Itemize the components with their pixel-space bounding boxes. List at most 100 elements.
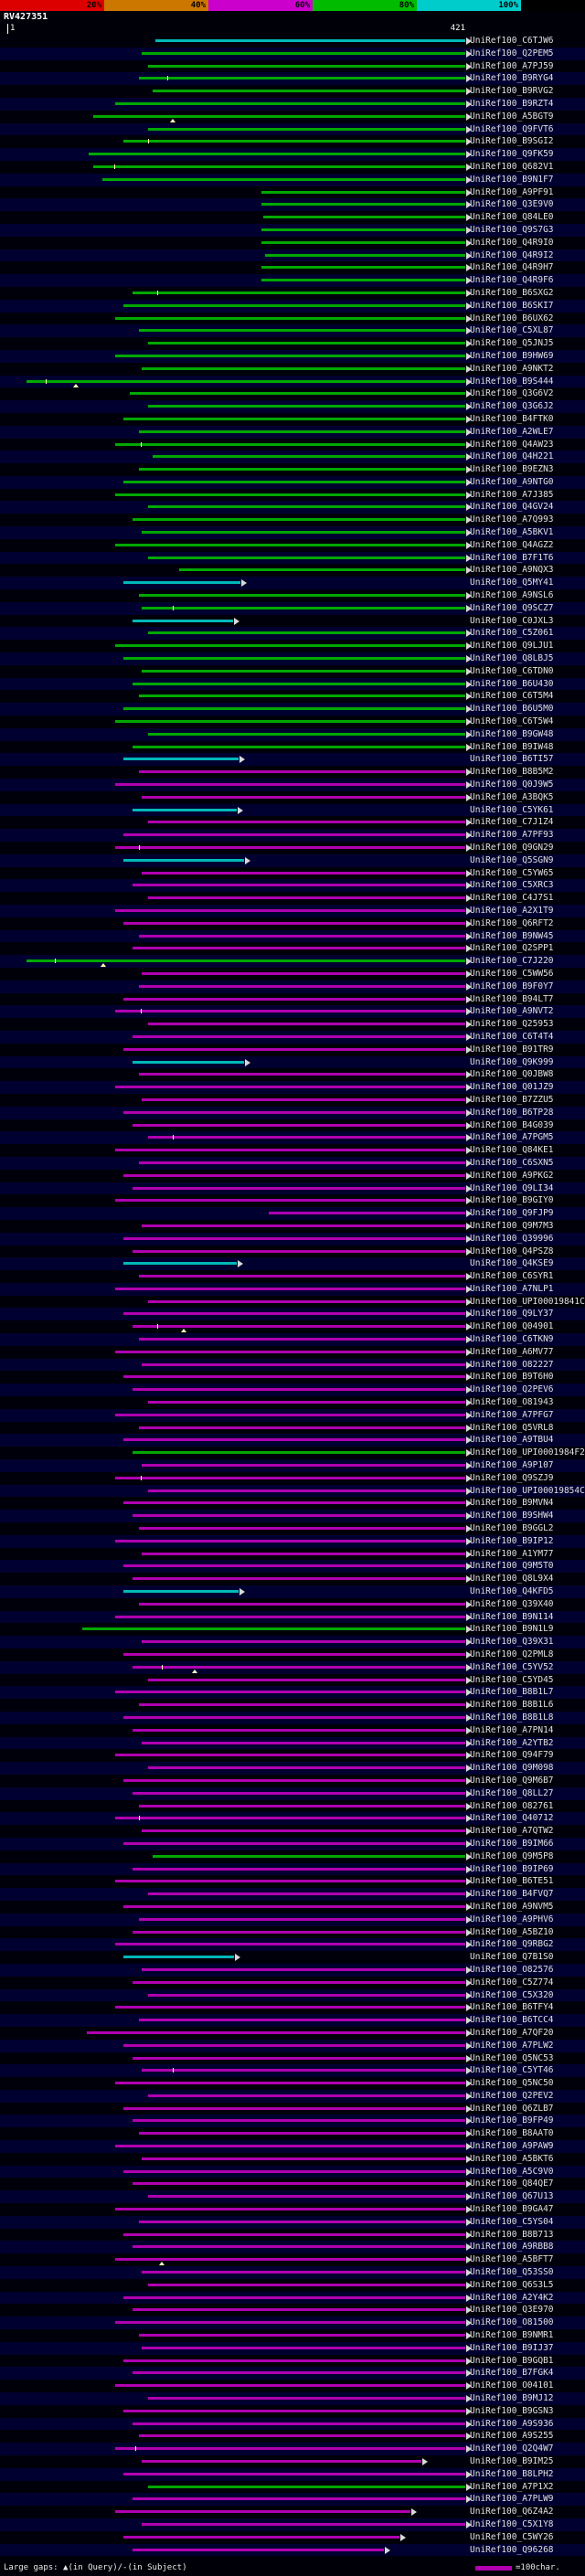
alignment-bar[interactable] xyxy=(114,354,465,357)
hit-row[interactable]: UniRef100_Q4R9I0 xyxy=(0,236,585,249)
hit-label[interactable]: UniRef100_Q84KE1 xyxy=(470,1145,554,1156)
hit-row[interactable]: UniRef100_B9GSN3 xyxy=(0,2404,585,2418)
alignment-bar[interactable] xyxy=(142,51,465,55)
hit-row[interactable]: UniRef100_C5YT46 xyxy=(0,2064,585,2078)
hit-label[interactable]: UniRef100_A5BFT7 xyxy=(470,2254,554,2265)
hit-label[interactable]: UniRef100_B6TP28 xyxy=(470,1107,554,1118)
hit-row[interactable]: UniRef100_C6T5W4 xyxy=(0,716,585,728)
hit-label[interactable]: UniRef100_A7J385 xyxy=(470,489,554,500)
hit-label[interactable]: UniRef100_A9NSL6 xyxy=(470,590,554,601)
hit-label[interactable]: UniRef100_B6SXG2 xyxy=(470,287,554,298)
hit-row[interactable]: UniRef100_Q9FJP9 xyxy=(0,1207,585,1220)
alignment-bar[interactable] xyxy=(142,2069,465,2072)
alignment-bar[interactable] xyxy=(123,1778,465,1782)
alignment-bar[interactable] xyxy=(114,2447,465,2451)
hit-row[interactable]: UniRef100_B6SXG2 xyxy=(0,286,585,300)
hit-label[interactable]: UniRef100_A7QTW2 xyxy=(470,1826,554,1837)
hit-label[interactable]: UniRef100_Q25953 xyxy=(470,1019,554,1030)
hit-label[interactable]: UniRef100_A7PJ59 xyxy=(470,60,554,71)
hit-label[interactable]: UniRef100_Q7B1S0 xyxy=(470,1952,554,1963)
alignment-bar[interactable] xyxy=(114,1199,465,1203)
hit-label[interactable]: UniRef100_B9HW69 xyxy=(470,350,554,361)
hit-label[interactable]: UniRef100_Q67U13 xyxy=(470,2191,554,2202)
hit-row[interactable]: UniRef100_A7PGM5 xyxy=(0,1131,585,1145)
hit-label[interactable]: UniRef100_Q9M5T0 xyxy=(470,1561,554,1572)
alignment-bar[interactable] xyxy=(142,2157,465,2160)
alignment-bar[interactable] xyxy=(123,2535,400,2539)
hit-label[interactable]: UniRef100_B9IP69 xyxy=(470,1863,554,1874)
alignment-bar[interactable] xyxy=(138,984,465,988)
hit-row[interactable]: UniRef100_Q8LBJ5 xyxy=(0,652,585,665)
hit-row[interactable]: UniRef100_B4G039 xyxy=(0,1118,585,1132)
hit-label[interactable]: UniRef100_B6TE51 xyxy=(470,1876,554,1887)
alignment-bar[interactable] xyxy=(142,2346,465,2349)
hit-label[interactable]: UniRef100_Q4KFD5 xyxy=(470,1586,554,1597)
hit-label[interactable]: UniRef100_Q9FJP9 xyxy=(470,1208,554,1219)
hit-row[interactable]: UniRef100_C5Z774 xyxy=(0,1976,585,1989)
hit-row[interactable]: UniRef100_B94LT7 xyxy=(0,992,585,1006)
hit-label[interactable]: UniRef100_B7FGK4 xyxy=(470,2368,554,2379)
hit-label[interactable]: UniRef100_Q5SGN9 xyxy=(470,854,554,865)
hit-label[interactable]: UniRef100_Q6S3L5 xyxy=(470,2279,554,2290)
hit-label[interactable]: UniRef100_Q4PSZ8 xyxy=(470,1246,554,1256)
hit-row[interactable]: UniRef100_Q9GN29 xyxy=(0,842,585,854)
hit-label[interactable]: UniRef100_Q2PEM5 xyxy=(470,48,554,58)
alignment-bar[interactable] xyxy=(142,971,465,975)
hit-row[interactable]: UniRef100_B4FTK0 xyxy=(0,412,585,426)
alignment-bar[interactable] xyxy=(132,1325,465,1329)
hit-row[interactable]: UniRef100_A5BKV1 xyxy=(0,526,585,539)
hit-label[interactable]: UniRef100_Q2Q4W7 xyxy=(470,2443,554,2454)
hit-row[interactable]: UniRef100_A2YTB2 xyxy=(0,1736,585,1750)
hit-label[interactable]: UniRef100_O81500 xyxy=(470,2317,554,2328)
hit-label[interactable]: UniRef100_B9RYG4 xyxy=(470,73,554,84)
hit-label[interactable]: UniRef100_B6U430 xyxy=(470,678,554,689)
alignment-bar[interactable] xyxy=(148,342,465,345)
alignment-bar[interactable] xyxy=(123,1715,465,1719)
hit-label[interactable]: UniRef100_B6SKI7 xyxy=(470,300,554,311)
hit-row[interactable]: UniRef100_Q01JZ9 xyxy=(0,1081,585,1094)
alignment-bar[interactable] xyxy=(148,631,465,635)
alignment-bar[interactable] xyxy=(148,127,465,131)
alignment-bar[interactable] xyxy=(114,783,465,787)
hit-label[interactable]: UniRef100_B8LPH2 xyxy=(470,2468,554,2479)
hit-label[interactable]: UniRef100_B8AAT0 xyxy=(470,2128,554,2139)
alignment-bar[interactable] xyxy=(152,1854,465,1858)
hit-label[interactable]: UniRef100_Q39996 xyxy=(470,1233,554,1244)
hit-row[interactable]: UniRef100_A9NVM5 xyxy=(0,1900,585,1913)
hit-row[interactable]: UniRef100_B8B1L6 xyxy=(0,1699,585,1712)
hit-label[interactable]: UniRef100_C5YK61 xyxy=(470,804,554,815)
hit-row[interactable]: UniRef100_Q0JBW8 xyxy=(0,1068,585,1082)
hit-label[interactable]: UniRef100_B9N114 xyxy=(470,1611,554,1622)
alignment-bar[interactable] xyxy=(148,64,465,68)
hit-row[interactable]: UniRef100_C5YV52 xyxy=(0,1660,585,1674)
hit-row[interactable]: UniRef100_A7P1X2 xyxy=(0,2480,585,2494)
hit-label[interactable]: UniRef100_A5BGT9 xyxy=(470,111,554,122)
hit-row[interactable]: UniRef100_C6SYR1 xyxy=(0,1270,585,1283)
hit-row[interactable]: UniRef100_B9NMR1 xyxy=(0,2329,585,2342)
hit-label[interactable]: UniRef100_C6TJW6 xyxy=(470,36,554,46)
hit-row[interactable]: UniRef100_Q0J9W5 xyxy=(0,779,585,791)
alignment-bar[interactable] xyxy=(152,90,465,93)
alignment-bar[interactable] xyxy=(155,39,465,42)
hit-row[interactable]: UniRef100_Q2Q4W7 xyxy=(0,2443,585,2455)
alignment-bar[interactable] xyxy=(138,2019,465,2022)
alignment-bar[interactable] xyxy=(132,291,465,294)
hit-row[interactable]: UniRef100_O81943 xyxy=(0,1396,585,1409)
alignment-bar[interactable] xyxy=(138,770,465,774)
alignment-bar[interactable] xyxy=(142,1829,465,1833)
hit-label[interactable]: UniRef100_A5BZ10 xyxy=(470,1926,554,1937)
hit-label[interactable]: UniRef100_A9S255 xyxy=(470,2431,554,2442)
alignment-bar[interactable] xyxy=(123,1501,465,1505)
hit-label[interactable]: UniRef100_C5WW56 xyxy=(470,968,554,979)
hit-row[interactable]: UniRef100_Q3G6J2 xyxy=(0,400,585,413)
hit-row[interactable]: UniRef100_A5BZ10 xyxy=(0,1925,585,1939)
alignment-bar[interactable] xyxy=(123,417,465,420)
hit-label[interactable]: UniRef100_A7P1X2 xyxy=(470,2481,554,2492)
hit-label[interactable]: UniRef100_B9IW48 xyxy=(470,741,554,752)
hit-row[interactable]: UniRef100_B9GGL2 xyxy=(0,1522,585,1535)
hit-label[interactable]: UniRef100_C6TKN9 xyxy=(470,1334,554,1345)
hit-row[interactable]: UniRef100_Q5VRL8 xyxy=(0,1421,585,1435)
alignment-bar[interactable] xyxy=(123,1841,465,1845)
hit-row[interactable]: UniRef100_Q2PML8 xyxy=(0,1648,585,1661)
hit-label[interactable]: UniRef100_Q8LBJ5 xyxy=(470,653,554,664)
